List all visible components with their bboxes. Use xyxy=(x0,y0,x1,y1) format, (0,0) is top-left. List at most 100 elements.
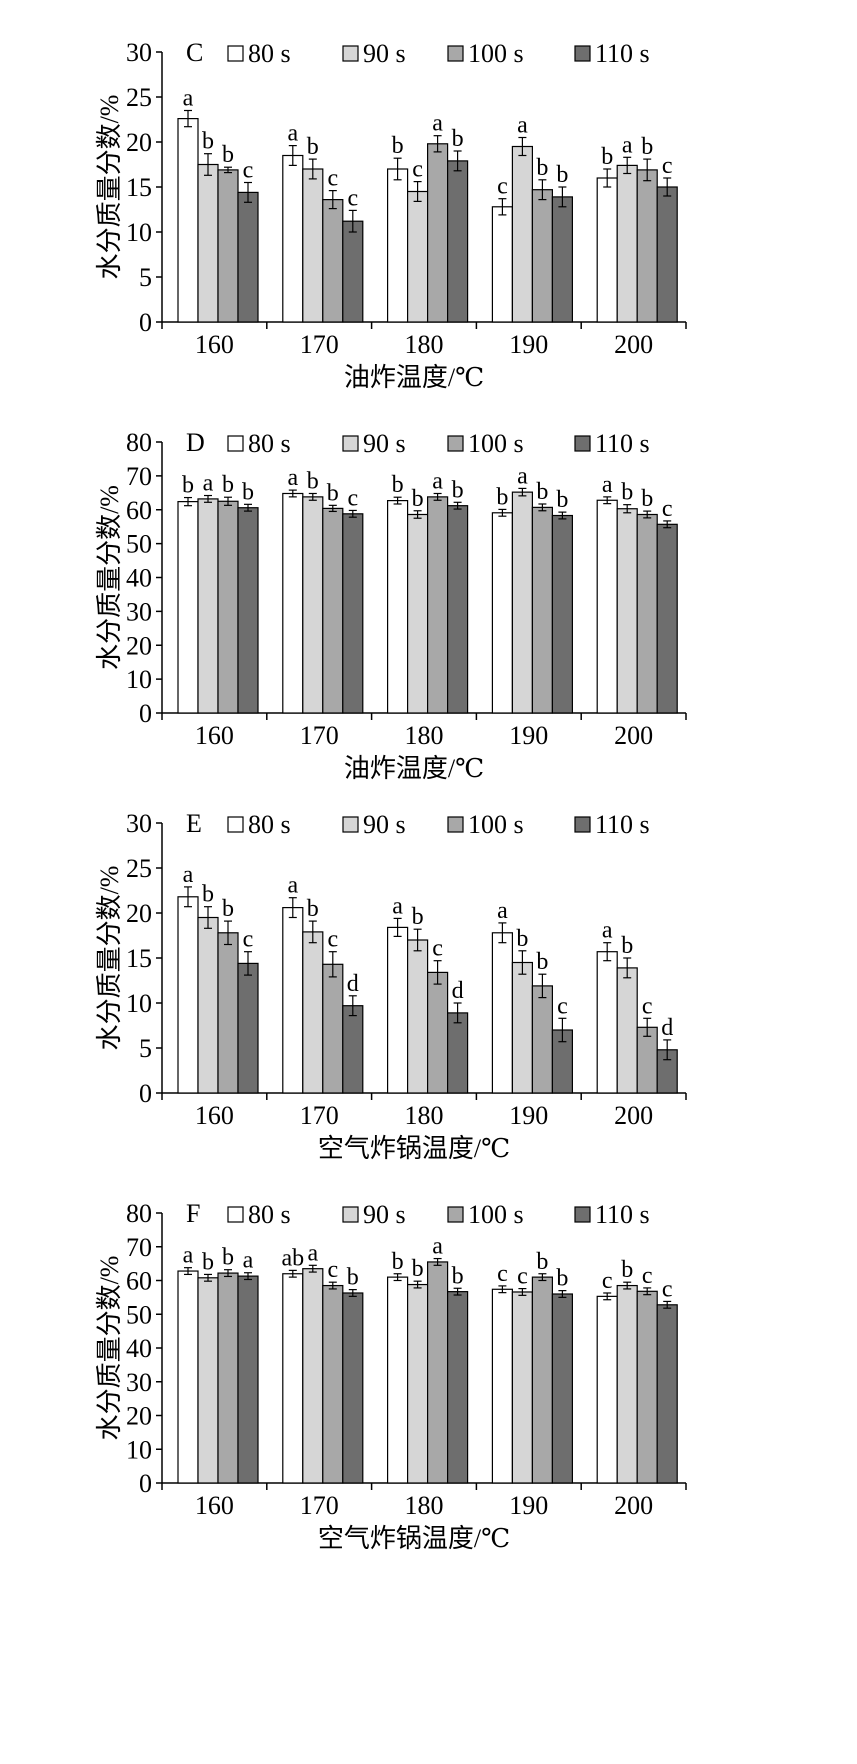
significance-label: c xyxy=(347,485,358,511)
significance-label: b xyxy=(496,484,508,510)
bar xyxy=(596,1295,618,1484)
significance-label: c xyxy=(642,993,653,1019)
significance-label: b xyxy=(452,477,464,503)
bar xyxy=(387,1276,409,1484)
legend-swatch xyxy=(447,435,464,452)
legend-label: 100 s xyxy=(468,1200,524,1229)
significance-label: d xyxy=(347,971,359,997)
significance-label: b xyxy=(327,480,339,506)
x-tick-label: 180 xyxy=(405,1491,444,1520)
y-axis-title: 水分质量分数/% xyxy=(95,485,124,670)
legend-label: 100 s xyxy=(468,39,524,68)
significance-label: a xyxy=(243,1248,254,1274)
bar xyxy=(616,967,638,1094)
significance-label: c xyxy=(602,1268,613,1294)
bar xyxy=(217,500,239,714)
significance-label: b xyxy=(222,472,234,498)
significance-label: b xyxy=(536,949,548,975)
legend-label: 90 s xyxy=(363,429,406,458)
legend-swatch xyxy=(342,45,359,62)
significance-label: a xyxy=(497,898,508,924)
bar xyxy=(407,190,429,323)
significance-label: b xyxy=(222,896,234,922)
bar xyxy=(491,932,513,1094)
significance-label: a xyxy=(517,113,528,139)
bar xyxy=(511,1291,534,1484)
y-tick-label: 70 xyxy=(126,462,152,491)
legend-swatch xyxy=(574,45,591,62)
bar xyxy=(551,1293,574,1484)
significance-label: a xyxy=(287,121,298,147)
legend-label: 110 s xyxy=(595,39,650,68)
x-axis-title: 油炸温度/℃ xyxy=(344,754,484,783)
bar xyxy=(197,1277,219,1484)
bar xyxy=(636,1290,658,1484)
significance-label: a xyxy=(602,472,613,498)
y-tick-label: 30 xyxy=(126,809,152,838)
significance-label: b xyxy=(412,904,424,930)
significance-label: b xyxy=(307,134,319,160)
significance-label: a xyxy=(203,471,214,497)
legend-swatch xyxy=(227,816,244,833)
legend-swatch xyxy=(342,435,359,452)
y-axis-title: 水分质量分数/% xyxy=(95,866,124,1051)
significance-label: a xyxy=(307,1240,318,1266)
y-tick-label: 0 xyxy=(139,1469,152,1498)
chart-panel-f: 0 10 20 30 40 50 60 70 80 160 170 180 190 200 空气炸锅温度/℃… xyxy=(95,1199,687,1553)
bar xyxy=(387,500,409,714)
bar xyxy=(616,164,638,323)
significance-label: c xyxy=(347,185,358,211)
y-tick-label: 20 xyxy=(126,899,152,928)
bar xyxy=(427,1261,449,1484)
bar xyxy=(302,931,324,1094)
significance-label: b xyxy=(412,1256,424,1282)
bar xyxy=(237,962,259,1094)
significance-label: b xyxy=(536,479,548,505)
legend-swatch xyxy=(574,1206,591,1223)
legend-swatch xyxy=(227,1206,244,1223)
y-tick-label: 10 xyxy=(126,218,152,247)
bar xyxy=(596,499,618,714)
legend-label: 80 s xyxy=(248,429,291,458)
bar xyxy=(342,513,364,714)
x-tick-label: 180 xyxy=(405,721,444,750)
bar xyxy=(322,199,344,323)
chart-panel-c: 0 5 10 15 20 25 30 160 170 180 190 200 油炸温度/℃ 水分质量分数/… xyxy=(95,38,687,392)
x-tick-label: 200 xyxy=(614,330,653,359)
significance-label: b xyxy=(621,933,633,959)
bar xyxy=(282,154,304,323)
significance-label: a xyxy=(622,132,633,158)
significance-label: c xyxy=(662,1276,673,1302)
bar xyxy=(656,186,678,323)
significance-label: a xyxy=(183,862,194,888)
bar xyxy=(407,939,429,1094)
y-tick-label: 0 xyxy=(139,699,152,728)
significance-label: a xyxy=(432,111,443,137)
x-tick-label: 180 xyxy=(405,330,444,359)
significance-label: a xyxy=(183,1243,194,1269)
x-tick-label: 190 xyxy=(509,1101,548,1130)
x-axis-title: 空气炸锅温度/℃ xyxy=(318,1134,510,1163)
bar xyxy=(387,926,409,1094)
y-tick-label: 60 xyxy=(126,496,152,525)
significance-label: b xyxy=(182,473,194,499)
bar xyxy=(177,117,199,323)
bar xyxy=(302,1268,324,1484)
bar xyxy=(197,163,219,323)
significance-label: a xyxy=(517,463,528,489)
significance-label: c xyxy=(497,1261,508,1287)
panel-letter: D xyxy=(186,428,205,457)
bar xyxy=(237,191,259,323)
significance-label: a xyxy=(392,893,403,919)
significance-label: b xyxy=(556,1266,568,1292)
bar xyxy=(407,1283,429,1484)
bar xyxy=(237,507,259,714)
significance-label: b xyxy=(392,133,404,159)
significance-label: a xyxy=(432,1234,443,1260)
y-tick-label: 15 xyxy=(126,173,152,202)
bar xyxy=(322,963,344,1094)
significance-label: b xyxy=(307,896,319,922)
y-tick-label: 20 xyxy=(126,1402,152,1431)
significance-label: c xyxy=(662,496,673,522)
